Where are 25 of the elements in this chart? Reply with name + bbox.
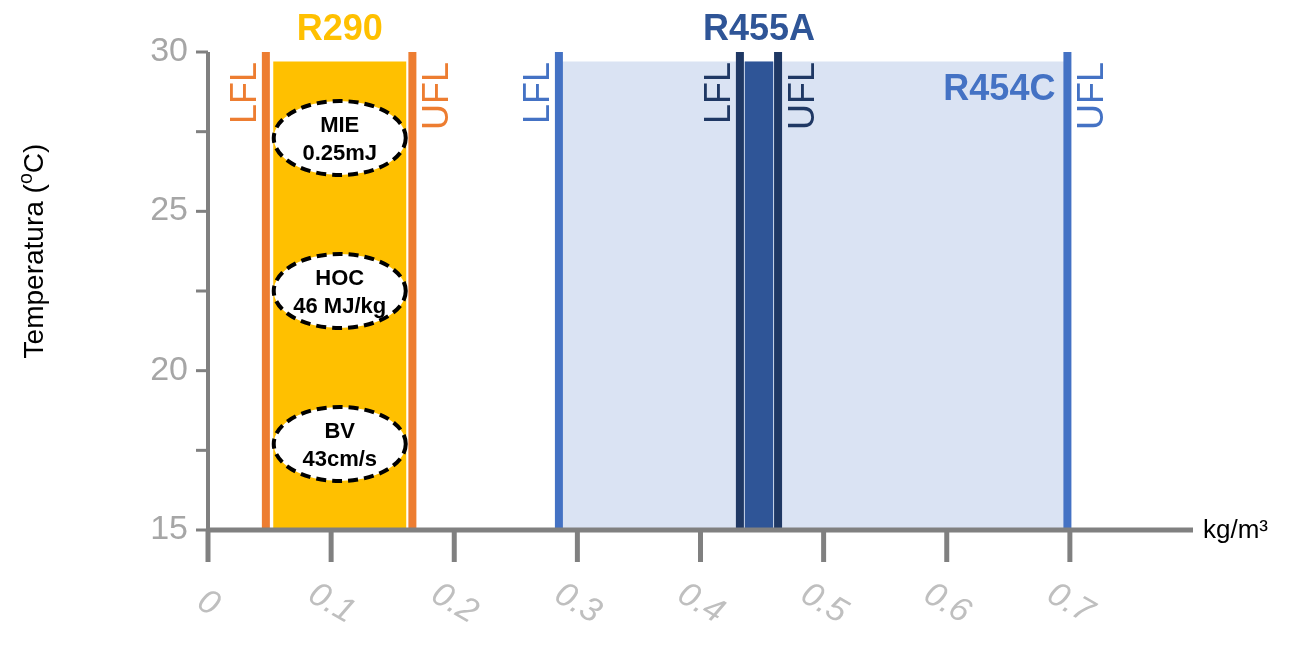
x-tick-label: 0 bbox=[191, 580, 228, 623]
x-tick-label: 0.5 bbox=[795, 573, 856, 630]
x-tick-label: 0.2 bbox=[425, 573, 486, 630]
ref-line-label: UFL bbox=[1070, 62, 1112, 131]
ref-line-label: LFL bbox=[222, 62, 264, 125]
y-tick-label: 20 bbox=[150, 348, 188, 387]
ref-line-label: LFL bbox=[696, 62, 738, 125]
ref-line-label: UFL bbox=[415, 62, 457, 131]
x-tick-label: 0.6 bbox=[918, 573, 979, 630]
annotation: BV 43cm/s bbox=[302, 417, 378, 471]
annotation: HOC 46 MJ/kg bbox=[293, 265, 387, 318]
y-tick-label: 30 bbox=[150, 29, 188, 68]
series-label: R455A bbox=[702, 7, 816, 48]
x-tick-label: 0.4 bbox=[672, 573, 732, 630]
ref-line-label: LFL bbox=[515, 62, 557, 125]
ref-line-label: UFL bbox=[781, 62, 823, 131]
y-tick-label: 15 bbox=[150, 507, 188, 546]
annotation: MIE 0.25mJ bbox=[302, 112, 378, 166]
x-tick-label: 0.3 bbox=[548, 573, 609, 630]
x-tick-label: 0.1 bbox=[302, 573, 363, 630]
series-label: R454C bbox=[943, 67, 1056, 108]
series-label: R290 bbox=[296, 7, 383, 48]
x-tick-label: 0.7 bbox=[1041, 573, 1103, 631]
y-tick-label: 25 bbox=[150, 189, 188, 228]
x-axis-title: kg/m³ bbox=[1203, 514, 1269, 544]
